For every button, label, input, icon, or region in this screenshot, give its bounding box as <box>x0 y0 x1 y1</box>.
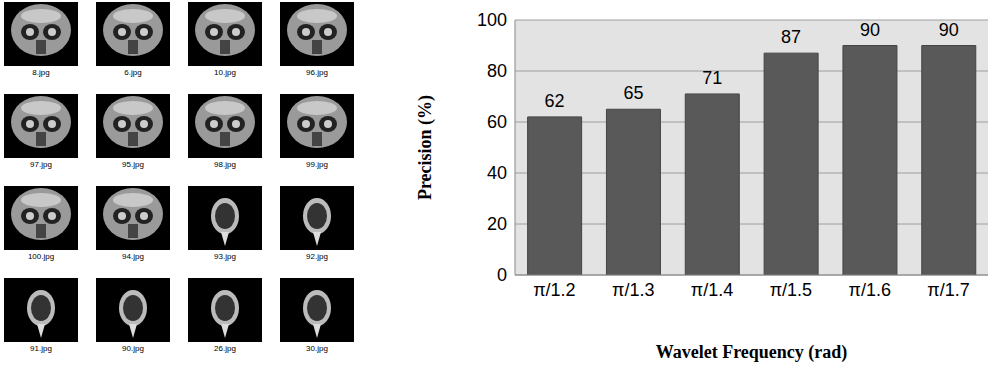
html-text:98.jpg: 98.jpg <box>214 160 236 169</box>
html-text:8.jpg: 8.jpg <box>32 68 50 77</box>
svg-text:65: 65 <box>623 83 643 103</box>
svg-text:π/1.5: π/1.5 <box>770 280 812 300</box>
html-text:26.jpg: 26.jpg <box>214 344 236 353</box>
svg-text:90: 90 <box>860 20 880 40</box>
html-text:90.jpg: 90.jpg <box>122 344 144 353</box>
svg-text:0: 0 <box>497 265 507 285</box>
svg-text:π/1.2: π/1.2 <box>533 280 575 300</box>
html-text:92.jpg: 92.jpg <box>306 252 328 261</box>
svg-text:62: 62 <box>545 91 565 111</box>
svg-text:π/1.7: π/1.7 <box>927 280 969 300</box>
html-text:93.jpg: 93.jpg <box>214 252 236 261</box>
html-text:91.jpg: 91.jpg <box>30 344 52 353</box>
html-text:94.jpg: 94.jpg <box>122 252 144 261</box>
svg-text:20: 20 <box>487 214 507 234</box>
svg-text:π/1.6: π/1.6 <box>849 280 891 300</box>
svg-text:80: 80 <box>487 61 507 81</box>
html-text:99.jpg: 99.jpg <box>306 160 328 169</box>
svg-text:π/1.4: π/1.4 <box>691 280 733 300</box>
svg-text:π/1.3: π/1.3 <box>612 280 654 300</box>
html-text:30.jpg: 30.jpg <box>306 344 328 353</box>
html-text:100.jpg: 100.jpg <box>27 252 55 261</box>
svg-text:60: 60 <box>487 112 507 132</box>
html-text:6.jpg: 6.jpg <box>124 68 142 77</box>
svg-text:87: 87 <box>781 27 801 47</box>
svg-text:71: 71 <box>702 68 722 88</box>
html-text:95.jpg: 95.jpg <box>122 160 144 169</box>
html-text:96.jpg: 96.jpg <box>306 68 328 77</box>
svg-text:Wavelet Frequency (rad): Wavelet Frequency (rad) <box>656 342 848 363</box>
svg-text:100: 100 <box>477 10 507 30</box>
svg-text:Precision (%): Precision (%) <box>415 95 436 200</box>
svg-text:90: 90 <box>939 20 959 40</box>
svg-text:40: 40 <box>487 163 507 183</box>
html-text:97.jpg: 97.jpg <box>30 160 52 169</box>
html-text:10.jpg: 10.jpg <box>214 68 236 77</box>
